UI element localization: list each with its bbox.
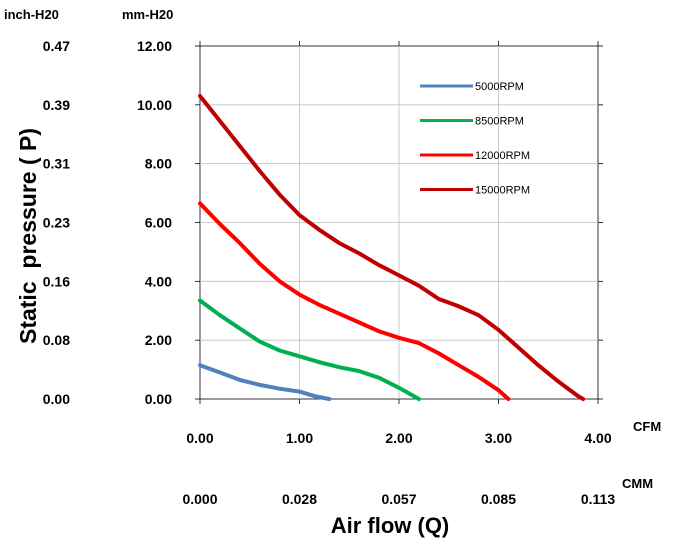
y-tick-label-inch: 0.08 [43, 332, 70, 348]
grid-lines [200, 46, 598, 399]
x-tick-label-cmm: 0.085 [481, 491, 516, 507]
y-tick-label-inch: 0.31 [43, 156, 70, 172]
x-tick-label-cmm: 0.000 [182, 491, 217, 507]
y-tick-label-mm: 2.00 [145, 332, 172, 348]
x-tick-label-cfm: 3.00 [485, 430, 512, 446]
y-tick-label-inch: 0.39 [43, 97, 70, 113]
y-tick-label-inch: 0.16 [43, 273, 70, 289]
x-tick-label-cfm: 0.00 [186, 430, 213, 446]
legend-label: 5000RPM [475, 81, 524, 93]
y-tick-label-mm: 8.00 [145, 156, 172, 172]
x-tick-label-cfm: 4.00 [584, 430, 611, 446]
x-tick-label-cfm: 1.00 [286, 430, 313, 446]
x-axis-ticks: 0.00 1.00 2.00 3.00 4.00 0.000 0.028 0.057 0.085… [182, 41, 615, 507]
y-tick-label-inch: 0.00 [43, 391, 70, 407]
x-unit-cmm: CMM [622, 476, 653, 491]
legend: 5000RPM 8500RPM 12000RPM 15000RPM [420, 81, 530, 197]
x-axis-title: Air flow (Q) [331, 513, 450, 538]
series-line-12000rpm [198, 201, 511, 401]
y-tick-label-mm: 12.00 [137, 38, 172, 54]
x-tick-label-cmm: 0.057 [381, 491, 416, 507]
y-axis-ticks: 0.00 2.00 4.00 6.00 8.00 10.00 12.00 0.00 0.08 0.… [43, 38, 603, 407]
legend-label: 8500RPM [475, 116, 524, 128]
legend-label: 15000RPM [475, 185, 530, 197]
series-line-5000rpm [198, 363, 332, 401]
y-tick-label-mm: 10.00 [137, 97, 172, 113]
x-tick-label-cfm: 2.00 [385, 430, 412, 446]
series-lines [198, 94, 586, 401]
y-tick-label-mm: 6.00 [145, 215, 172, 231]
x-unit-cfm: CFM [633, 419, 661, 434]
y-axis-title: Static pressure ( P) [15, 128, 41, 344]
x-tick-label-cmm: 0.028 [282, 491, 317, 507]
y-tick-label-mm: 4.00 [145, 273, 172, 289]
y-tick-label-inch: 0.23 [43, 215, 70, 231]
y-tick-label-inch: 0.47 [43, 38, 70, 54]
unit-label-inch: inch-H20 [4, 7, 59, 22]
legend-label: 12000RPM [475, 150, 530, 162]
x-tick-label-cmm: 0.113 [581, 491, 615, 507]
series-line-15000rpm [198, 94, 586, 401]
series-line-8500rpm [198, 298, 421, 401]
unit-label-mm: mm-H20 [122, 7, 173, 22]
y-tick-label-mm: 0.00 [145, 391, 172, 407]
